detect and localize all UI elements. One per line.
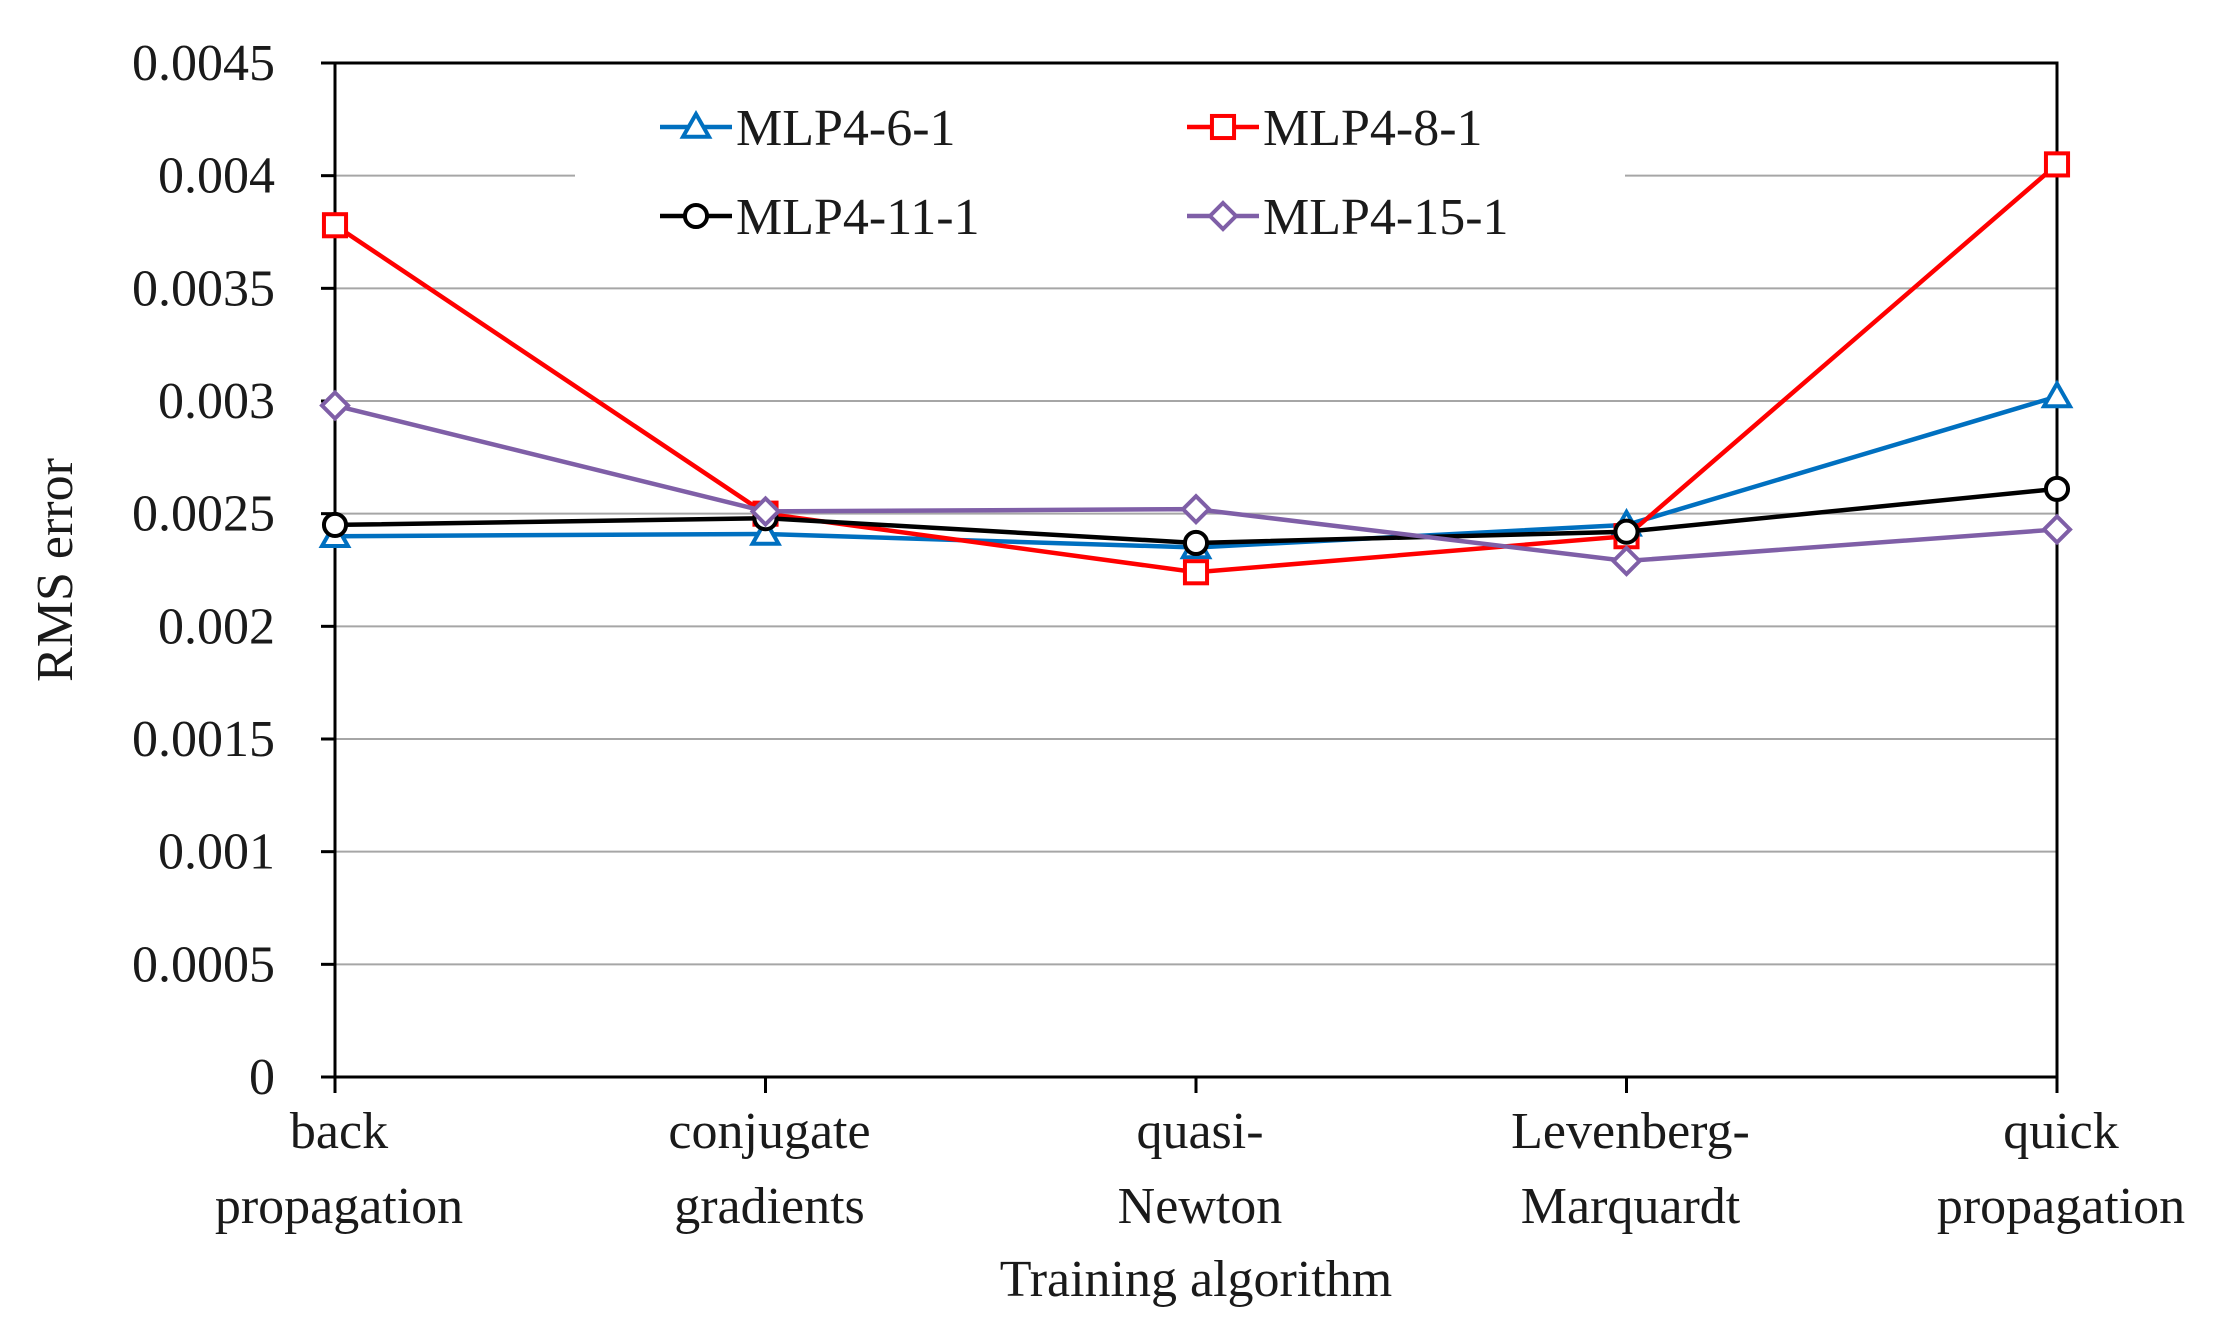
y-axis-title: RMS error xyxy=(27,458,84,682)
x-tick-label: propagation xyxy=(1937,1178,2185,1235)
y-tick-label: 0.0015 xyxy=(132,711,275,768)
y-tick-label: 0.004 xyxy=(158,148,275,205)
x-tick-label: conjugate xyxy=(668,1103,870,1160)
data-point xyxy=(1180,493,1212,525)
data-point xyxy=(1182,559,1210,586)
data-point xyxy=(2043,475,2071,502)
legend-label: MLP4-6-1 xyxy=(736,100,956,157)
legend-label: MLP4-8-1 xyxy=(1263,100,1483,157)
data-point xyxy=(2040,379,2074,409)
x-axis-title: Training algorithm xyxy=(1000,1251,1392,1308)
data-point xyxy=(319,389,351,422)
data-point xyxy=(749,516,782,546)
legend-item: MLP4-8-1 xyxy=(1187,100,1483,157)
legend: MLP4-6-1 MLP4-8-1 MLP4-11-1 MLP4-15-1 xyxy=(575,96,1625,264)
y-tick-label: 0.0035 xyxy=(132,260,275,317)
x-tick-label: Marquardt xyxy=(1521,1178,1741,1235)
data-point xyxy=(749,495,782,528)
data-point xyxy=(321,511,349,538)
x-tick-label: quasi- xyxy=(1136,1103,1263,1160)
series-group xyxy=(318,151,2074,586)
y-tick-label: 0.001 xyxy=(158,824,275,881)
legend-item: MLP4-6-1 xyxy=(660,100,956,157)
legend-item: MLP4-11-1 xyxy=(660,189,980,246)
x-tick-label: gradients xyxy=(674,1178,865,1235)
x-tick-label: quick xyxy=(2003,1103,2119,1160)
x-axis-ticks: back propagation conjugate gradients quasi- N… xyxy=(215,1077,2185,1235)
legend-label: MLP4-11-1 xyxy=(736,189,980,246)
legend-item: MLP4-15-1 xyxy=(1187,189,1509,246)
y-axis-ticks: 0 0.0005 0.001 0.0015 0.002 0.0025 0.003 0.0035… xyxy=(132,35,335,1106)
legend-marker xyxy=(1209,113,1237,141)
x-tick-label: back xyxy=(290,1103,388,1160)
series-MLP4-15-1 xyxy=(319,389,2073,577)
y-tick-label: 0.0005 xyxy=(132,936,275,993)
data-point xyxy=(1610,545,1643,577)
y-tick-label: 0.002 xyxy=(158,598,275,655)
data-point xyxy=(1613,518,1640,545)
legend-background xyxy=(575,96,1625,264)
y-tick-label: 0.0045 xyxy=(132,35,275,92)
data-point xyxy=(2043,151,2071,178)
x-tick-label: Newton xyxy=(1118,1178,1283,1235)
x-tick-label: propagation xyxy=(215,1178,463,1235)
y-tick-label: 0.003 xyxy=(158,373,275,430)
data-point xyxy=(1182,529,1210,557)
data-point xyxy=(321,212,349,239)
x-tick-label: Levenberg- xyxy=(1511,1103,1750,1160)
legend-marker xyxy=(679,109,713,139)
legend-marker xyxy=(1207,200,1239,232)
y-tick-label: 0 xyxy=(249,1049,275,1106)
legend-marker xyxy=(682,202,710,230)
data-point xyxy=(2041,513,2073,546)
y-tick-label: 0.0025 xyxy=(132,486,275,543)
legend-label: MLP4-15-1 xyxy=(1263,189,1509,246)
